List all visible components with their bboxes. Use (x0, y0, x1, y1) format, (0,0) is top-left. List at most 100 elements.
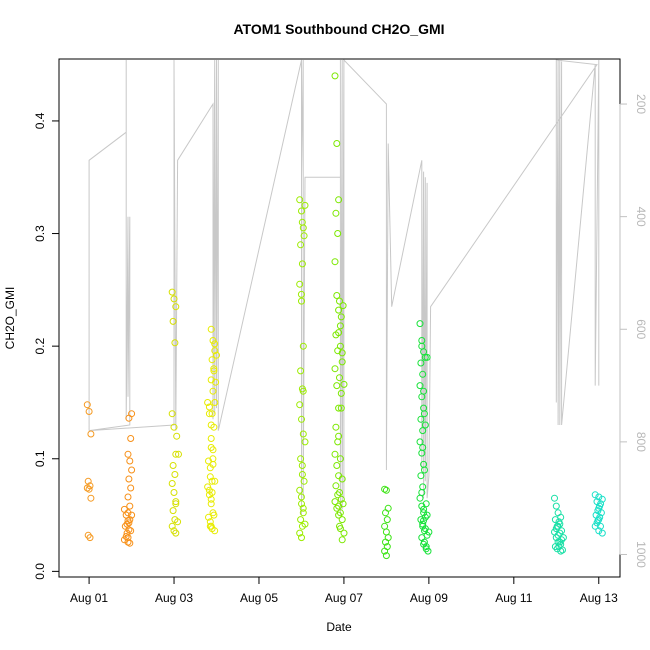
y-tick-label: 0.0 (33, 563, 47, 580)
data-point (125, 414, 133, 422)
data-point (420, 517, 427, 525)
data-point (382, 486, 390, 494)
data-point (207, 435, 215, 442)
x-tick-label: Aug 11 (495, 591, 532, 605)
data-point (85, 485, 93, 493)
data-point (337, 313, 345, 321)
data-point (172, 303, 180, 311)
data-point (206, 473, 214, 481)
data-point (424, 547, 432, 555)
data-point (206, 518, 214, 526)
data-point (416, 320, 424, 328)
right-tick-label: 600 (634, 319, 648, 339)
data-point (127, 484, 135, 492)
data-point (126, 502, 134, 510)
data-point (421, 466, 428, 474)
data-point (172, 498, 180, 506)
data-point (382, 552, 390, 560)
data-point (298, 471, 306, 478)
point-cluster-5 (296, 196, 309, 542)
data-point (211, 340, 219, 348)
data-point (332, 482, 340, 490)
x-tick-label: Aug 09 (410, 591, 448, 605)
data-point (207, 500, 215, 508)
data-point (556, 520, 564, 528)
pressure-line (88, 58, 600, 516)
data-point (336, 509, 344, 517)
right-tick-label: 200 (634, 94, 648, 114)
point-cluster-9 (551, 494, 567, 555)
data-point (208, 489, 216, 496)
data-point (423, 531, 431, 539)
data-point (338, 536, 346, 544)
point-cluster-6 (331, 72, 348, 544)
data-point (335, 306, 343, 314)
data-point (338, 349, 346, 357)
data-point (297, 516, 305, 524)
data-point (301, 201, 309, 209)
y-tick-label: 0.2 (33, 337, 47, 354)
point-cluster-4 (204, 325, 220, 535)
data-point (598, 529, 606, 537)
data-point (170, 489, 178, 496)
data-point (381, 547, 389, 555)
data-point (556, 529, 564, 537)
data-point (421, 353, 429, 361)
right-tick-label: 1000 (634, 541, 648, 568)
data-point (595, 527, 603, 535)
data-point (124, 538, 132, 546)
data-point (299, 387, 307, 395)
y-tick-label: 0.1 (33, 450, 47, 467)
data-point (174, 518, 182, 526)
data-point (84, 531, 92, 539)
data-point (127, 527, 135, 535)
data-point (299, 504, 307, 512)
data-point (331, 72, 339, 80)
data-point (168, 480, 176, 487)
data-point (173, 432, 181, 440)
data-point (297, 367, 305, 375)
data-point (381, 522, 389, 530)
data-point (552, 502, 560, 510)
data-point (419, 427, 427, 435)
data-point (384, 504, 392, 512)
data-point (422, 545, 430, 553)
data-point (419, 483, 427, 491)
data-point (211, 477, 219, 485)
data-point (334, 438, 342, 446)
data-point (416, 438, 424, 446)
data-point (299, 430, 307, 438)
data-point (128, 466, 136, 474)
data-point (422, 500, 430, 508)
data-point (170, 423, 178, 431)
data-point (339, 302, 347, 310)
data-point (296, 196, 304, 204)
x-tick-label: Aug 01 (70, 591, 108, 605)
data-point (416, 494, 424, 502)
data-point (594, 507, 602, 515)
data-point (125, 526, 133, 534)
data-point (598, 495, 606, 503)
data-point (591, 522, 599, 530)
point-cluster-8 (416, 320, 433, 555)
data-point (557, 513, 565, 521)
data-point (210, 511, 218, 519)
data-point (337, 389, 345, 397)
data-point (212, 378, 220, 386)
data-point (168, 522, 176, 530)
data-point (298, 297, 305, 305)
data-point (125, 475, 133, 483)
data-point (301, 520, 309, 528)
plot-frame (58, 58, 621, 578)
data-point (207, 444, 215, 451)
data-point (207, 325, 215, 333)
data-point (171, 339, 179, 347)
point-cluster-7 (381, 485, 392, 560)
data-point (296, 280, 304, 288)
data-point (421, 513, 429, 521)
data-point (420, 505, 428, 513)
y-axis-label: CH2O_GMI (3, 287, 17, 350)
data-point (300, 232, 308, 240)
data-point (422, 543, 430, 551)
data-point (209, 387, 217, 395)
